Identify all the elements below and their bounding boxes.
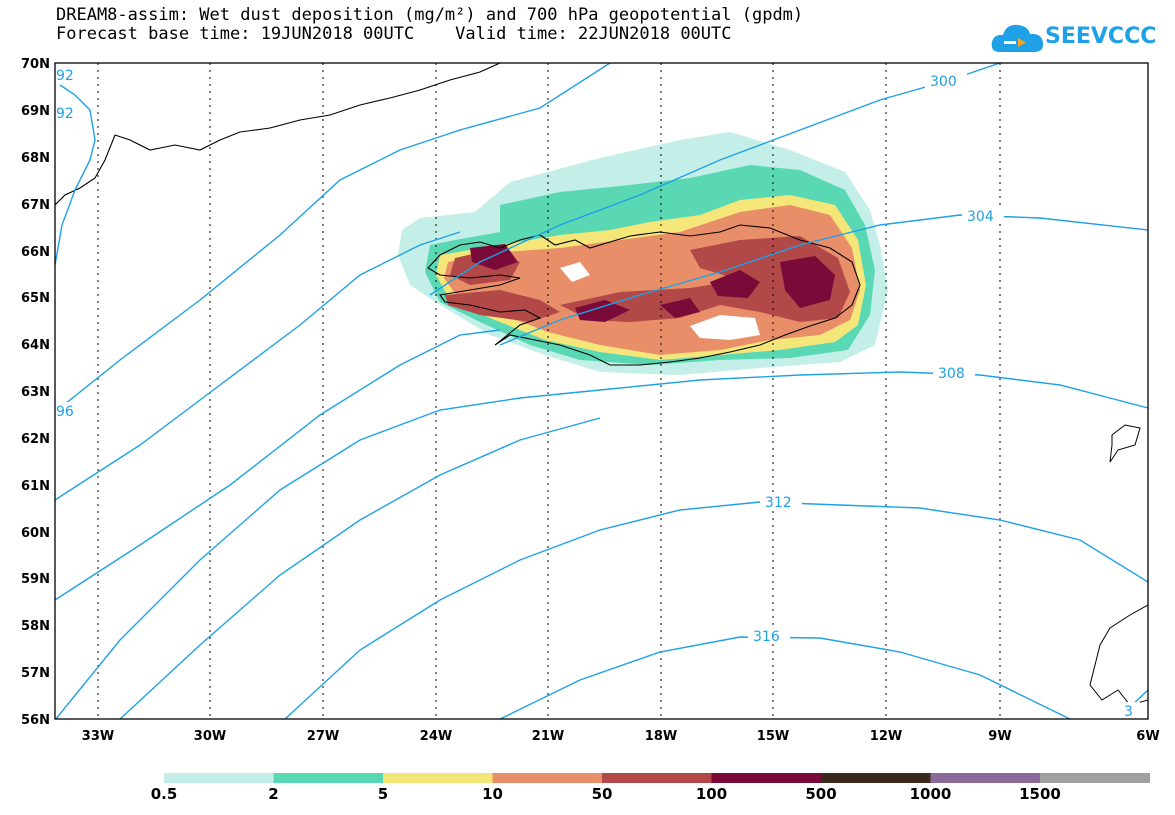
scotland-coastline <box>1089 604 1148 706</box>
lat-label: 65N <box>21 291 50 306</box>
iceland-coastline <box>427 224 861 366</box>
lat-label: 70N <box>21 57 50 72</box>
contour-label-316: 316 <box>753 629 780 645</box>
lat-label: 69N <box>21 104 50 119</box>
lon-label: 30W <box>194 729 226 744</box>
colorbar-label: 10 <box>482 785 503 803</box>
lat-label: 56N <box>21 713 50 728</box>
cloud-icon <box>991 24 1044 52</box>
seevccc-logo: SEEVCCC <box>990 18 1156 58</box>
contour-label-92-top: 92 <box>56 68 74 84</box>
lat-label: 67N <box>21 198 50 213</box>
lon-axis: 33W 30W 27W 24W 21W 18W 15W 12W 9W 6W <box>82 729 1160 744</box>
faroe-coastline <box>1109 424 1141 463</box>
lon-label: 18W <box>645 729 677 744</box>
contour-label-92: 92 <box>56 106 74 122</box>
contour-label-312: 312 <box>765 495 792 511</box>
lat-label: 66N <box>21 245 50 260</box>
colorbar-swatch <box>383 773 493 783</box>
colorbar-swatch <box>492 773 603 783</box>
map-frame <box>54 62 1149 720</box>
colorbar-swatch <box>164 773 274 783</box>
lon-label: 12W <box>870 729 902 744</box>
graticule <box>97 63 1001 719</box>
contour-304-left <box>55 329 501 601</box>
lat-label: 63N <box>21 385 50 400</box>
contour-316 <box>499 636 1071 719</box>
map-subtitle: Forecast base time: 19JUN2018 00UTC Vali… <box>56 24 732 44</box>
colorbar-swatch <box>1040 773 1150 783</box>
lon-label: 33W <box>82 729 114 744</box>
lon-label: 15W <box>757 729 789 744</box>
contour-308-left <box>119 417 601 719</box>
colorbar-label: 1500 <box>1019 785 1061 803</box>
colorbar-swatch <box>602 773 712 783</box>
dust-clear-gap <box>690 315 760 340</box>
dust-field <box>398 132 888 375</box>
dust-level-50-b <box>445 290 560 322</box>
lat-label: 60N <box>21 526 50 541</box>
colorbar-label: 1000 <box>909 785 952 803</box>
dust-level-100-d <box>575 300 630 322</box>
lat-axis: 70N 69N 68N 67N 66N 65N 64N 63N 62N 61N … <box>21 57 50 728</box>
colorbar-label: 500 <box>805 785 837 803</box>
contour-308 <box>55 371 1148 719</box>
lat-label: 59N <box>21 572 50 587</box>
dust-clear-gap-2 <box>560 262 590 282</box>
greenland-coastline <box>55 63 501 206</box>
lat-label: 62N <box>21 432 50 447</box>
lon-label: 21W <box>532 729 564 744</box>
dust-level-100-c <box>780 256 835 308</box>
colorbar-label: 0.5 <box>150 785 178 803</box>
colorbar-label: 100 <box>695 785 728 803</box>
contour-312 <box>284 501 1148 719</box>
contour-labels: 300 304 308 312 316 92 92 96 3 <box>55 66 1140 720</box>
colorbar-label: 2 <box>268 785 279 803</box>
contour-label-308: 308 <box>938 366 965 382</box>
contour-label-3: 3 <box>1124 704 1133 720</box>
contour-label-300: 300 <box>930 74 957 90</box>
lon-label: 27W <box>307 729 339 744</box>
contour-92 <box>55 84 96 266</box>
map-title: DREAM8-assim: Wet dust deposition (mg/m²… <box>56 5 804 25</box>
colorbar-label: 50 <box>591 785 613 803</box>
colorbar-label: 5 <box>377 785 389 803</box>
lat-label: 57N <box>21 666 50 681</box>
colorbar-swatch <box>711 773 822 783</box>
logo-text: SEEVCCC <box>1045 24 1157 49</box>
contour-96 <box>55 63 611 413</box>
lat-label: 64N <box>21 338 50 353</box>
colorbar <box>164 773 1150 783</box>
contour-300-left <box>55 231 461 501</box>
colorbar-swatch <box>930 773 1041 783</box>
lat-label: 58N <box>21 619 50 634</box>
colorbar-swatch <box>273 773 384 783</box>
lat-label: 68N <box>21 151 50 166</box>
lat-label: 61N <box>21 479 50 494</box>
dust-level-100-b <box>710 270 760 298</box>
colorbar-swatch <box>821 773 931 783</box>
contour-label-96: 96 <box>56 404 74 420</box>
contour-label-304: 304 <box>967 209 994 225</box>
dust-level-100-e <box>660 298 700 318</box>
lon-label: 24W <box>420 729 452 744</box>
lon-label: 9W <box>988 729 1011 744</box>
dust-level-50-c <box>560 236 850 322</box>
lon-label: 6W <box>1136 729 1159 744</box>
contour-304 <box>499 214 1148 346</box>
